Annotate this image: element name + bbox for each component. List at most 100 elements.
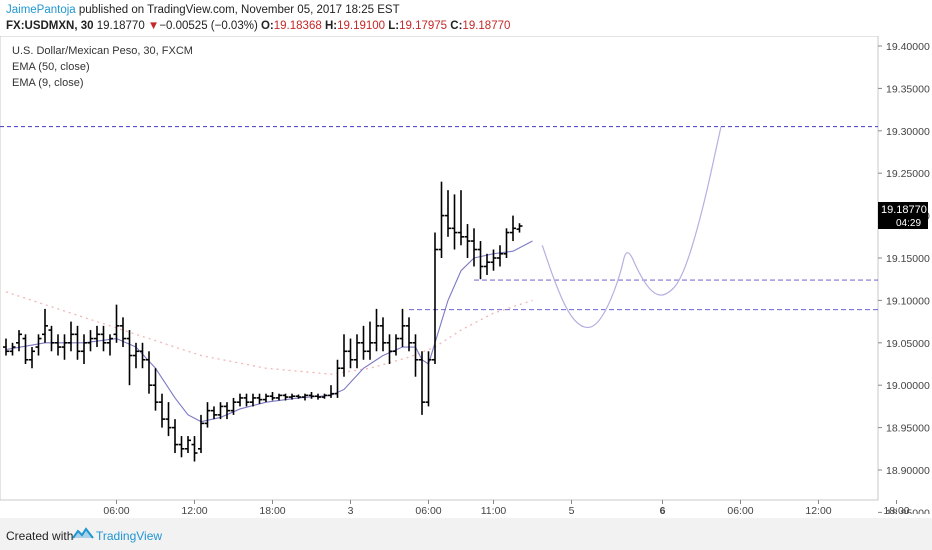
ohlc-bar (367, 321, 373, 360)
x-tick-label: 18:00 (259, 505, 285, 514)
ohlc-bar (380, 317, 386, 352)
ohlc-bar (243, 393, 250, 407)
ohlc-bar (94, 325, 100, 348)
ohlc-bar (269, 391, 276, 401)
x-tick-label: 12:00 (805, 505, 831, 514)
ohlc-bar (100, 325, 107, 352)
x-tick-label: 11:00 (481, 505, 507, 514)
y-tick-label: 19.25000 (886, 168, 930, 180)
projection-curve (541, 126, 722, 329)
last-price: 19.18770 (96, 20, 145, 32)
author-link[interactable]: JaimePantoja (6, 4, 76, 16)
footer: Created with TradingView (0, 518, 932, 550)
down-arrow-icon: ▼ (147, 20, 160, 32)
y-tick-label: 18.95000 (886, 423, 930, 435)
legend-ema9: EMA (9, close) (12, 77, 84, 89)
ohlc-bar (113, 304, 120, 343)
ohlc-bar (217, 402, 224, 420)
ohlc-bar (185, 436, 191, 454)
ohlc-bar (224, 402, 230, 420)
ohlc-bar (3, 338, 9, 356)
ohlc-bar (263, 393, 269, 403)
x-tick-label: 06:00 (103, 505, 129, 514)
ohlc-bar (9, 342, 16, 356)
x-tick-label: 06:00 (415, 505, 441, 514)
ohlc-bar (35, 334, 42, 356)
horizontal-lines (0, 125, 878, 311)
ohlc-bar (490, 249, 497, 271)
ohlc-bar (289, 393, 295, 400)
ohlc-bar (126, 330, 133, 386)
ohlc-bar (146, 351, 152, 394)
ohlc-bar (406, 317, 412, 352)
ohlc-bar (484, 253, 490, 275)
x-tick-label: 5 (569, 505, 575, 514)
ohlc-bar (250, 393, 256, 407)
ohlc-bar (354, 334, 360, 369)
tradingview-logo-icon[interactable] (72, 526, 94, 542)
ohlc-bar (295, 394, 302, 399)
ohlc-bar (22, 334, 29, 364)
tradingview-link[interactable]: TradingView (96, 529, 163, 543)
ohlc-bar (139, 342, 146, 369)
ohlc-bar (419, 351, 425, 415)
ohlc-bar (172, 419, 178, 454)
ohlc-bar (341, 334, 347, 377)
chart-area[interactable]: 19.4000019.3500019.3000019.2500019.20000… (0, 35, 932, 519)
y-tick-label: 19.40000 (886, 41, 930, 53)
ohlc-bar (159, 393, 165, 428)
ohlc-bar (497, 245, 503, 267)
ohlc-bar (81, 334, 87, 364)
x-tick-label: 12:00 (181, 505, 207, 514)
symbol-label[interactable]: FX:USDMXN, 30 (6, 20, 94, 32)
y-tick-label: 18.90000 (886, 465, 930, 477)
price-chart[interactable]: 19.4000019.3500019.3000019.2500019.20000… (0, 35, 932, 519)
ohlc-bar (74, 325, 81, 360)
open-label: O: (260, 20, 274, 32)
ohlc-bar (282, 393, 289, 401)
ohlc-bar (178, 436, 185, 458)
ohlc-bar (133, 342, 139, 369)
countdown-bg (878, 216, 928, 229)
ohlc-bar (360, 325, 367, 360)
high-label: H: (324, 20, 338, 32)
legend-instrument: U.S. Dollar/Mexican Peso, 30, FXCM (12, 45, 193, 57)
ohlc-bar (120, 317, 126, 348)
ohlc-bar (347, 338, 354, 369)
price-change: −0.00525 (−0.03%) (159, 20, 258, 32)
ohlc-bar (471, 228, 477, 267)
ohlc-bar (230, 397, 237, 415)
ohlc-bar (334, 359, 341, 398)
close-value: 19.18770 (462, 20, 511, 32)
ohlc-bar (198, 414, 204, 454)
chart-legend: U.S. Dollar/Mexican Peso, 30, FXCM EMA (… (12, 45, 193, 89)
x-tick-label: 3 (348, 505, 354, 514)
ohlc-bar (445, 190, 451, 237)
ohlc-bar (152, 368, 159, 411)
ohlc-bar (61, 334, 68, 360)
ohlc-bar (328, 385, 334, 398)
ohlc-bar (477, 241, 484, 280)
quote-line: FX:USDMXN, 30 19.18770 ▼−0.00525 (−0.03%… (6, 20, 510, 32)
price-badge: 19.18770 04:29 (878, 202, 928, 229)
chart-header: JaimePantoja published on TradingView.co… (0, 0, 932, 36)
ohlc-bar (55, 334, 61, 356)
low-label: L: (388, 20, 400, 32)
high-value: 19.19100 (337, 20, 386, 32)
legend-ema50: EMA (50, close) (12, 61, 90, 73)
publish-line: JaimePantoja published on TradingView.co… (6, 4, 400, 16)
ohlc-bar (29, 347, 35, 369)
ohlc-bar (68, 321, 74, 352)
ohlc-bar (386, 334, 393, 364)
created-with-text: Created with (6, 529, 74, 543)
published-text: published on TradingView.com, November 0… (78, 4, 400, 16)
ohlc-bar (204, 402, 211, 428)
x-tick-label: 18:00 (883, 505, 909, 514)
ohlc-bar (48, 325, 55, 352)
open-value: 19.18368 (273, 20, 322, 32)
x-tick-label: 06:00 (727, 505, 753, 514)
ohlc-bar (315, 393, 321, 400)
ohlc-bar (237, 393, 243, 407)
ohlc-bar (87, 330, 94, 352)
ohlc-bar (276, 393, 282, 401)
